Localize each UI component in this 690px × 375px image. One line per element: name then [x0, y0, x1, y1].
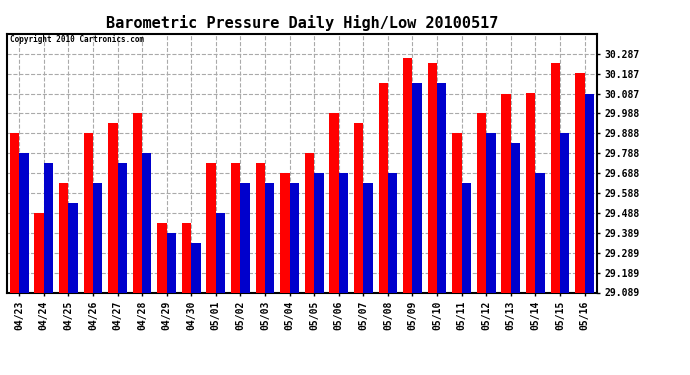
Bar — [265, 183, 275, 292]
Text: Copyright 2010 Cartronics.com: Copyright 2010 Cartronics.com — [10, 35, 144, 44]
Bar — [462, 183, 471, 292]
Bar — [314, 173, 324, 292]
Bar — [83, 133, 93, 292]
Bar — [305, 153, 314, 292]
Bar — [59, 183, 68, 292]
Bar — [142, 153, 151, 292]
Bar — [280, 173, 290, 292]
Bar — [19, 153, 28, 292]
Bar — [191, 243, 201, 292]
Bar — [68, 203, 78, 292]
Bar — [108, 123, 117, 292]
Bar — [290, 183, 299, 292]
Bar — [364, 183, 373, 292]
Title: Barometric Pressure Daily High/Low 20100517: Barometric Pressure Daily High/Low 20100… — [106, 15, 498, 31]
Bar — [584, 93, 594, 292]
Bar — [182, 223, 191, 292]
Bar — [453, 133, 462, 292]
Bar — [560, 133, 569, 292]
Bar — [354, 123, 364, 292]
Bar — [575, 74, 584, 292]
Bar — [551, 63, 560, 292]
Bar — [132, 113, 142, 292]
Bar — [256, 163, 265, 292]
Bar — [403, 58, 413, 292]
Bar — [502, 93, 511, 292]
Bar — [388, 173, 397, 292]
Bar — [477, 113, 486, 292]
Bar — [486, 133, 495, 292]
Bar — [535, 173, 544, 292]
Bar — [413, 83, 422, 292]
Bar — [240, 183, 250, 292]
Bar — [379, 83, 388, 292]
Bar — [329, 113, 339, 292]
Bar — [339, 173, 348, 292]
Bar — [231, 163, 240, 292]
Bar — [34, 213, 43, 292]
Bar — [93, 183, 102, 292]
Bar — [428, 63, 437, 292]
Bar — [10, 133, 19, 292]
Bar — [437, 83, 446, 292]
Bar — [511, 143, 520, 292]
Bar — [43, 163, 53, 292]
Bar — [117, 163, 127, 292]
Bar — [526, 93, 535, 292]
Bar — [206, 163, 216, 292]
Bar — [157, 223, 167, 292]
Bar — [167, 233, 176, 292]
Bar — [216, 213, 225, 292]
